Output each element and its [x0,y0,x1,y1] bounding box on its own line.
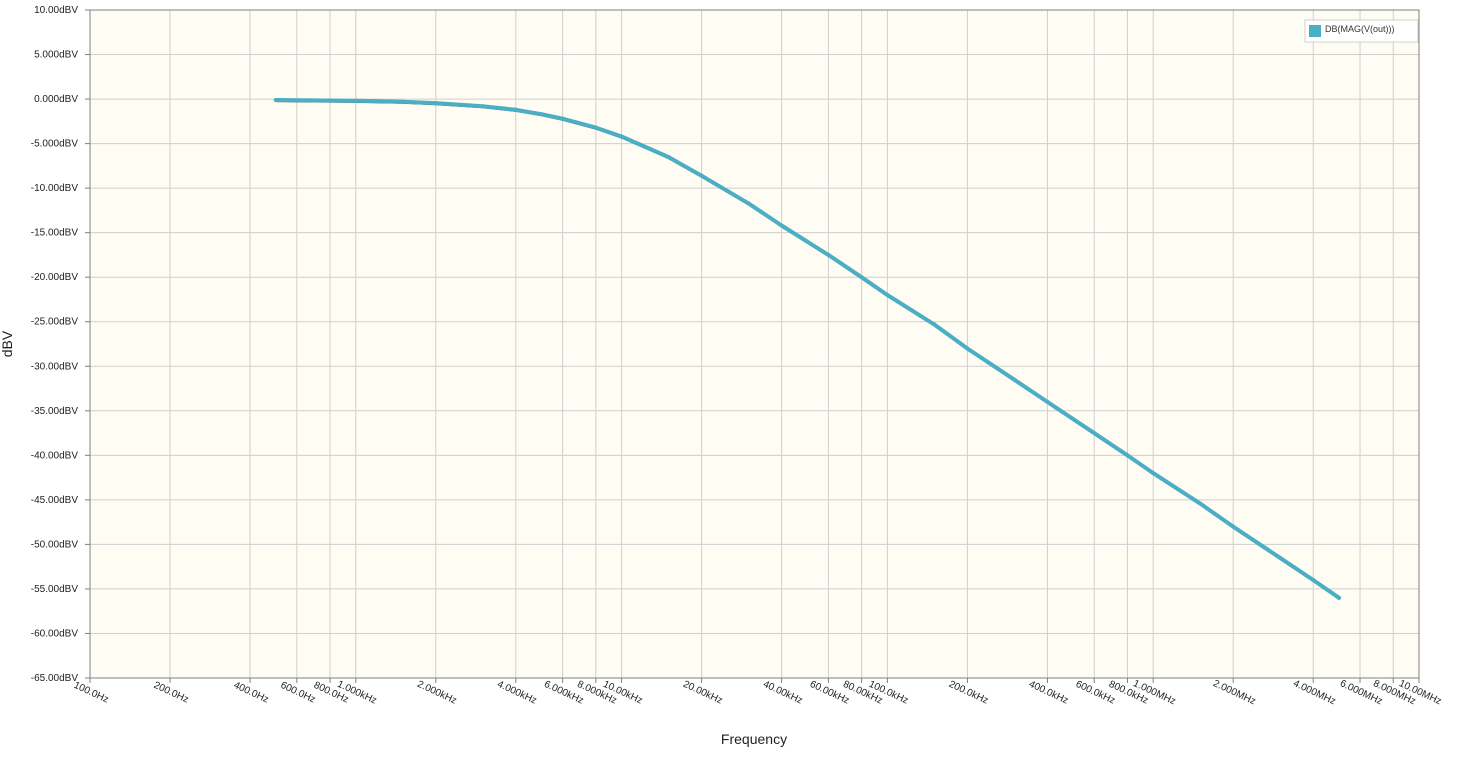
x-tick-label: 200.0kHz [947,679,990,707]
series-point [433,101,438,106]
series-point [1278,555,1283,560]
series-point [859,275,864,280]
series-point [1092,431,1097,436]
series-point [885,293,890,298]
plot-frame [89,9,1420,679]
series-point [539,112,544,117]
series-point [1198,501,1203,506]
x-tick-label: 4.000MHz [1291,678,1337,707]
x-tick-label: 40.00kHz [761,679,804,707]
y-tick-label: -45.00dBV [31,495,79,506]
plot-area [90,10,1419,678]
series-point [619,134,624,139]
series-point [1151,471,1156,476]
series-point [1012,377,1017,382]
x-tick-label: 100.0Hz [72,680,110,706]
x-tick-label: 600.0Hz [279,680,317,706]
y-tick-label: -35.00dBV [31,406,79,417]
legend-box [1304,19,1419,43]
y-axis-label: dBV [0,330,15,357]
x-tick-label: 20.00kHz [681,679,724,707]
series-point [965,346,970,351]
series-point [1311,578,1316,583]
y-tick-label: -50.00dBV [31,539,79,550]
series-point [513,107,518,112]
y-tick-label: 0.000dBV [34,94,78,105]
y-axis: 10.00dBV 5.000dBV 0.000dBV -5.000dBV -10.00d… [31,5,90,684]
series-point [560,116,565,121]
legend-swatch [1309,25,1321,37]
x-tick-label: 2.000MHz [1211,678,1257,707]
y-tick-label: -30.00dBV [31,361,79,372]
y-tick-label: 5.000dBV [34,50,78,61]
series-point [480,104,485,109]
legend: DB(MAG(V(out))) [1304,19,1419,43]
x-tick-label: 400.0Hz [232,680,270,706]
y-tick-label: -20.00dBV [31,272,79,283]
series-point [353,98,358,103]
series-point [1045,399,1050,404]
x-tick-label: 400.0kHz [1027,679,1070,707]
series-point [666,154,671,159]
y-tick-label: -15.00dBV [31,228,79,239]
series-point [400,99,405,104]
y-tick-label: -60.00dBV [31,628,79,639]
series-point [1336,595,1341,600]
series-line [273,98,1341,600]
y-tick-label: -55.00dBV [31,584,79,595]
x-tick-label: 4.000kHz [495,679,538,707]
y-tick-label: 10.00dBV [34,5,78,16]
x-tick-label: 2.000kHz [415,679,458,707]
series-point [593,125,598,130]
y-tick-label: -10.00dBV [31,183,79,194]
series-point [826,252,831,257]
x-tick-label: 200.0Hz [152,680,190,706]
y-tick-label: -5.000dBV [31,139,79,150]
series-layer [273,97,1341,600]
series-point [273,97,278,102]
y-tick-label: -40.00dBV [31,450,79,461]
series-point [312,98,317,103]
series-point [746,201,751,206]
y-tick-label: -65.00dBV [31,673,79,684]
series-point [779,223,784,228]
series-point [1125,453,1130,458]
legend-label: DB(MAG(V(out))) [1325,24,1395,34]
x-axis-label: Frequency [721,731,787,747]
series-point [1231,524,1236,529]
x-axis: 100.0Hz 200.0Hz 400.0Hz 600.0Hz800.0Hz1.000… [72,678,1443,707]
series-point [932,322,937,327]
grid-layer [89,9,1420,679]
series-point [699,173,704,178]
y-tick-label: -25.00dBV [31,317,79,328]
